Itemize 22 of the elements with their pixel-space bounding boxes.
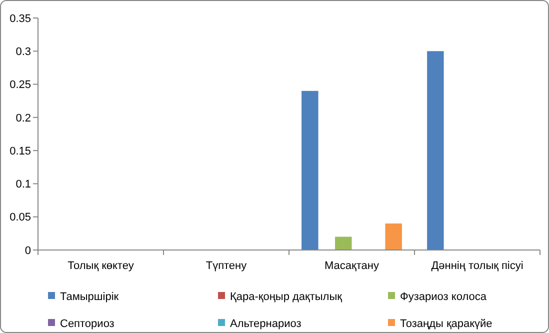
y-tick-label: 0.25	[10, 79, 31, 92]
x-tick-label: Түптену	[206, 260, 248, 272]
legend-label: Альтернариоз	[230, 318, 302, 330]
legend-label: Тамыршірік	[60, 290, 119, 303]
y-tick-label: 0	[24, 244, 31, 257]
y-tick-label: 0.05	[10, 212, 31, 224]
y-tick-label: 0.1	[16, 178, 31, 191]
y-tick-label: 0.15	[10, 145, 31, 158]
y-tick-label: 0.2	[16, 112, 31, 124]
legend-label: Қара-қоңыр дақтылық	[230, 290, 342, 303]
bar	[335, 236, 352, 250]
x-tick-label: Масақтану	[324, 260, 380, 272]
bar	[427, 51, 444, 250]
bar	[385, 223, 402, 250]
legend-label: Тозаңды қаракүйе	[400, 318, 492, 330]
x-tick-label: Дәннің толық пісуі	[431, 260, 524, 272]
legend-label: Септориоз	[60, 318, 114, 330]
bar	[302, 90, 318, 250]
y-tick-label: 0.3	[16, 46, 31, 58]
legend-label: Фузариоз колоса	[400, 290, 488, 303]
y-tick-label: 0.35	[10, 12, 31, 25]
x-tick-label: Толық көктеу	[68, 260, 134, 272]
